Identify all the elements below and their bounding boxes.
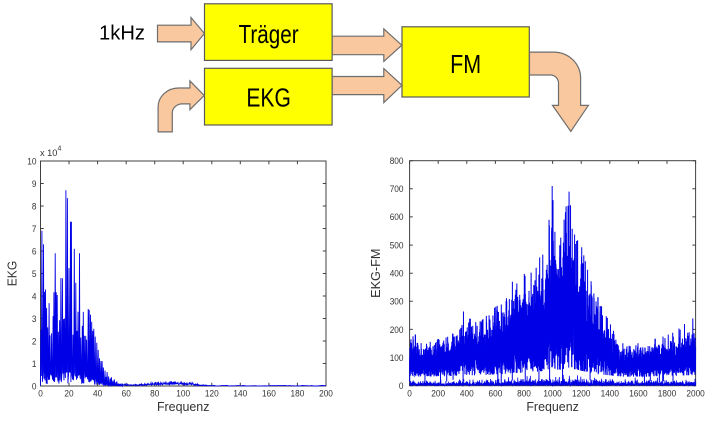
svg-text:40: 40: [93, 388, 102, 398]
svg-text:5: 5: [32, 269, 37, 279]
svg-text:0: 0: [407, 388, 412, 398]
svg-text:6: 6: [32, 246, 37, 256]
svg-text:500: 500: [390, 240, 404, 250]
svg-text:700: 700: [390, 184, 404, 194]
svg-text:EKG: EKG: [5, 261, 20, 287]
svg-text:60: 60: [122, 388, 131, 398]
svg-text:EKG-FM: EKG-FM: [368, 249, 383, 298]
svg-text:800: 800: [517, 388, 531, 398]
svg-text:120: 120: [205, 388, 219, 398]
svg-text:80: 80: [150, 388, 159, 398]
svg-text:4: 4: [58, 146, 62, 153]
svg-text:140: 140: [233, 388, 247, 398]
svg-text:0: 0: [399, 381, 404, 391]
svg-text:7: 7: [32, 224, 37, 234]
svg-text:1400: 1400: [601, 388, 619, 398]
svg-text:0: 0: [38, 388, 43, 398]
svg-text:0: 0: [32, 381, 37, 391]
svg-text:300: 300: [390, 297, 404, 307]
svg-text:10: 10: [27, 156, 36, 166]
svg-text:200: 200: [431, 388, 445, 398]
svg-text:9: 9: [32, 179, 37, 189]
svg-text:20: 20: [64, 388, 73, 398]
svg-text:8: 8: [32, 201, 37, 211]
svg-text:EKG: EKG: [246, 82, 291, 112]
svg-text:400: 400: [390, 269, 404, 279]
svg-text:FM: FM: [450, 49, 481, 79]
svg-text:x 10: x 10: [40, 148, 57, 158]
svg-text:1600: 1600: [629, 388, 647, 398]
svg-text:Frequenz: Frequenz: [526, 399, 579, 414]
svg-text:1200: 1200: [572, 388, 590, 398]
svg-text:600: 600: [390, 212, 404, 222]
svg-text:1800: 1800: [658, 388, 676, 398]
svg-text:160: 160: [262, 388, 276, 398]
svg-text:1000: 1000: [543, 388, 561, 398]
svg-text:180: 180: [291, 388, 305, 398]
svg-text:3: 3: [32, 314, 37, 324]
svg-text:800: 800: [390, 156, 404, 166]
svg-text:2000: 2000: [686, 388, 704, 398]
svg-text:200: 200: [319, 388, 333, 398]
svg-text:1: 1: [32, 359, 37, 369]
svg-text:100: 100: [390, 353, 404, 363]
svg-text:Frequenz: Frequenz: [157, 399, 210, 414]
svg-text:2: 2: [32, 336, 37, 346]
svg-text:600: 600: [489, 388, 503, 398]
svg-text:4: 4: [32, 291, 37, 301]
svg-text:1kHz: 1kHz: [99, 21, 145, 44]
svg-text:Träger: Träger: [239, 19, 299, 49]
svg-text:400: 400: [460, 388, 474, 398]
svg-text:200: 200: [390, 325, 404, 335]
svg-text:100: 100: [176, 388, 190, 398]
